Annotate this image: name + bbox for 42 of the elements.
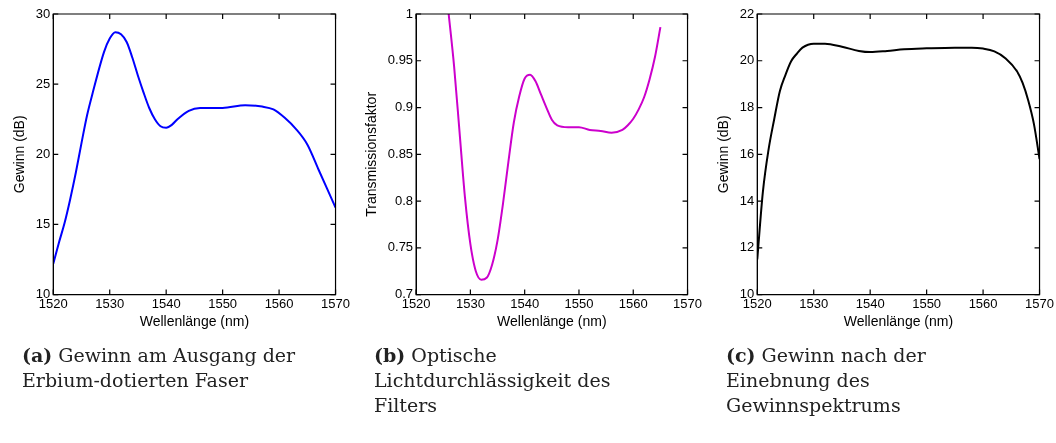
x-tick-label: 1530 xyxy=(95,295,125,311)
y-tick-label: 0.85 xyxy=(387,145,414,161)
y-tick-label: 20 xyxy=(35,145,51,161)
line-series xyxy=(53,31,336,265)
x-tick-label: 1550 xyxy=(564,295,594,311)
x-tick-label: 1540 xyxy=(151,295,181,311)
text: (b) Optische Lichtdurchlässigkeit des Filters xyxy=(373,343,612,418)
x-tick-label: 1530 xyxy=(799,295,829,311)
y-tick-label: 0.75 xyxy=(387,239,414,255)
x-tick-label: 1560 xyxy=(618,295,648,311)
y-tick-label: 16 xyxy=(739,145,755,161)
y-tick-label: 0.8 xyxy=(395,192,414,208)
y-tick-label: 15 xyxy=(35,216,51,232)
x-tick-label: 1570 xyxy=(673,295,702,311)
x-tick-label: 1570 xyxy=(1025,295,1054,311)
y-tick-label: 30 xyxy=(35,5,51,21)
y-tick-label: 22 xyxy=(739,5,755,21)
y-tick-label: 25 xyxy=(35,75,51,91)
x-axis-title: Wellenlänge (nm) xyxy=(843,313,954,330)
x-tick-label: 1570 xyxy=(321,295,350,311)
x-tick-label: 1550 xyxy=(208,295,238,311)
text: (a) Gewinn am Ausgang der Erbium-dotierten Faser xyxy=(21,343,297,393)
x-tick-label: 1540 xyxy=(855,295,885,311)
x-tick-label: 1550 xyxy=(912,295,942,311)
y-axis-title: Transmissionsfaktor xyxy=(363,91,380,217)
text: (c) Gewinn nach der Einebnung des Gewinnspektrums xyxy=(725,343,927,418)
y-axis-title: Gewinn (dB) xyxy=(715,115,732,194)
x-axis-title: Wellenlänge (nm) xyxy=(139,313,250,330)
x-axis-title: Wellenlänge (nm) xyxy=(497,313,607,330)
x-tick-label: 1560 xyxy=(264,295,294,311)
line-series xyxy=(447,14,662,281)
y-tick-label: 12 xyxy=(739,239,755,255)
x-tick-label: 1560 xyxy=(968,295,998,311)
y-tick-label: 20 xyxy=(739,52,755,68)
y-tick-label: 14 xyxy=(739,192,755,208)
y-tick-label: 1 xyxy=(405,5,414,21)
y-tick-label: 18 xyxy=(739,99,755,115)
y-axis-title: Gewinn (dB) xyxy=(11,115,28,194)
x-tick-label: 1540 xyxy=(510,295,540,311)
x-tick-label: 1530 xyxy=(455,295,485,311)
y-tick-label: 0.9 xyxy=(395,99,414,115)
y-tick-label: 0.95 xyxy=(387,52,414,68)
